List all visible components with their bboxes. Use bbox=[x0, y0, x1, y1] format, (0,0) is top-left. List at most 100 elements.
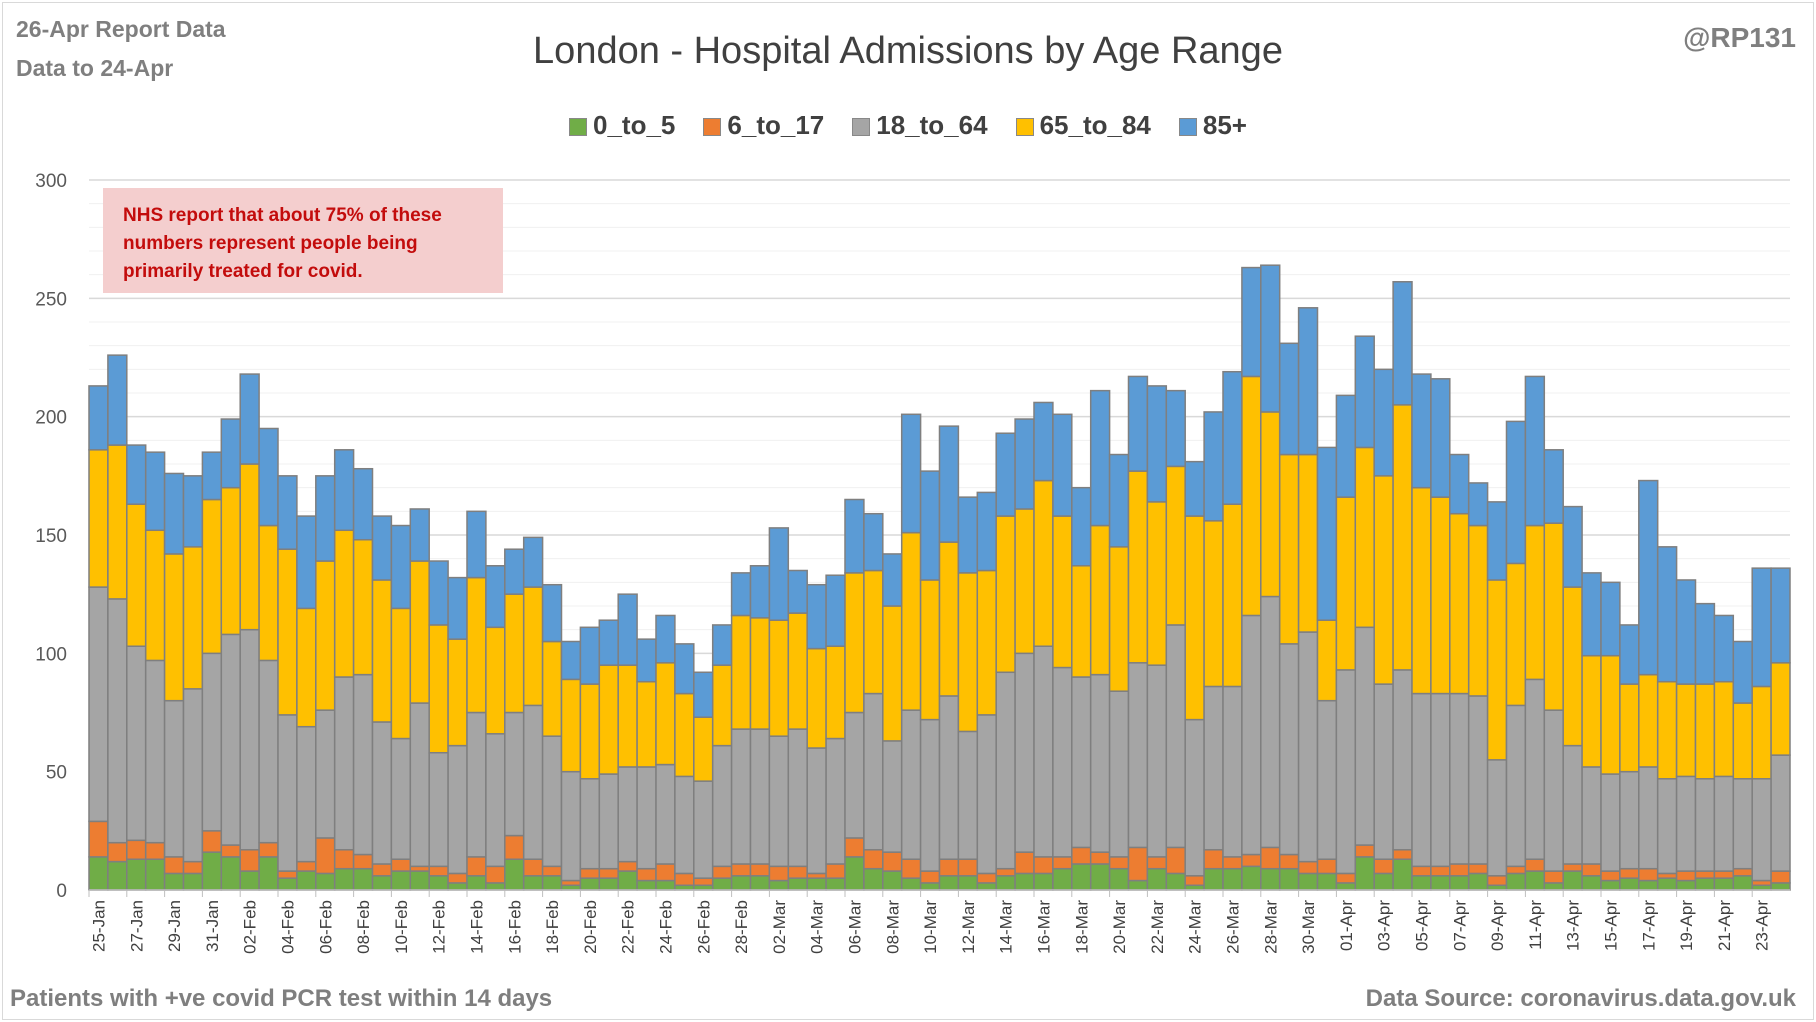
bar-65_to_84 bbox=[1335, 496, 1357, 671]
legend-item-18_to_64: 18_to_64 bbox=[852, 110, 988, 141]
bar-0_to_5 bbox=[333, 867, 355, 891]
bar-18_to_64 bbox=[1316, 699, 1338, 860]
x-tick-label: 18-Mar bbox=[1072, 900, 1091, 954]
bar-6_to_17 bbox=[1675, 870, 1697, 882]
bar-85+ bbox=[976, 491, 997, 572]
bar-85+ bbox=[1656, 546, 1678, 683]
bar-0_to_5 bbox=[1297, 872, 1319, 891]
report-date: 26-Apr Report Data bbox=[16, 16, 226, 42]
bar-0_to_5 bbox=[579, 877, 601, 891]
bar-65_to_84 bbox=[1656, 680, 1678, 780]
bar-0_to_5 bbox=[1241, 865, 1262, 891]
bar-65_to_84 bbox=[693, 716, 714, 782]
bar-65_to_84 bbox=[1146, 501, 1168, 666]
x-tick-label: 27-Jan bbox=[127, 900, 146, 952]
bar-18_to_64 bbox=[220, 633, 241, 846]
bar-6_to_17 bbox=[466, 856, 487, 877]
bar-6_to_17 bbox=[1316, 858, 1338, 875]
bar-6_to_17 bbox=[1505, 865, 1527, 875]
bar-6_to_17 bbox=[598, 867, 619, 879]
bar-0_to_5 bbox=[1600, 879, 1621, 891]
bar-0_to_5 bbox=[1373, 872, 1394, 891]
bar-65_to_84 bbox=[390, 607, 412, 740]
bar-65_to_84 bbox=[1222, 503, 1243, 688]
x-tick-label: 26-Mar bbox=[1223, 900, 1242, 954]
bar-85+ bbox=[1562, 505, 1583, 588]
bar-0_to_5 bbox=[504, 858, 525, 891]
bar-65_to_84 bbox=[1165, 465, 1186, 626]
legend-item-65_to_84: 65_to_84 bbox=[1015, 110, 1151, 141]
bar-0_to_5 bbox=[1656, 877, 1678, 891]
bar-18_to_64 bbox=[900, 709, 922, 860]
x-tick-label: 20-Feb bbox=[581, 900, 600, 954]
bar-18_to_64 bbox=[1354, 626, 1375, 846]
bar-18_to_64 bbox=[466, 711, 487, 858]
bar-65_to_84 bbox=[1071, 565, 1092, 678]
bar-18_to_64 bbox=[844, 711, 865, 839]
bar-6_to_17 bbox=[1089, 851, 1111, 865]
bar-65_to_84 bbox=[1108, 546, 1130, 692]
bar-0_to_5 bbox=[806, 877, 827, 891]
bar-6_to_17 bbox=[1713, 870, 1735, 879]
bar-18_to_64 bbox=[1732, 778, 1753, 870]
bar-18_to_64 bbox=[1014, 652, 1035, 853]
bar-85+ bbox=[504, 548, 525, 595]
bar-6_to_17 bbox=[163, 856, 185, 875]
bar-6_to_17 bbox=[201, 830, 223, 853]
bar-0_to_5 bbox=[1335, 882, 1357, 891]
bar-0_to_5 bbox=[957, 875, 979, 891]
bar-65_to_84 bbox=[1089, 524, 1111, 676]
bar-65_to_84 bbox=[1638, 673, 1659, 768]
bar-85+ bbox=[1638, 479, 1659, 676]
bar-6_to_17 bbox=[220, 844, 241, 858]
bar-18_to_64 bbox=[1505, 704, 1527, 868]
bar-18_to_64 bbox=[1751, 778, 1772, 882]
bar-18_to_64 bbox=[995, 671, 1016, 870]
bar-6_to_17 bbox=[371, 863, 393, 877]
bar-0_to_5 bbox=[1562, 870, 1583, 891]
bar-85+ bbox=[1770, 567, 1791, 664]
x-tick-label: 09-Apr bbox=[1488, 900, 1507, 951]
bar-18_to_64 bbox=[730, 728, 752, 865]
bar-65_to_84 bbox=[1694, 683, 1716, 780]
bar-65_to_84 bbox=[447, 638, 468, 747]
x-tick-label: 12-Feb bbox=[430, 900, 449, 954]
x-tick-label: 24-Feb bbox=[656, 900, 675, 954]
bar-85+ bbox=[296, 515, 317, 610]
bar-85+ bbox=[163, 472, 185, 555]
data-source: Data Source: coronavirus.data.gov.uk bbox=[1365, 985, 1796, 1012]
bar-18_to_64 bbox=[258, 659, 279, 844]
bar-18_to_64 bbox=[126, 645, 147, 842]
bar-0_to_5 bbox=[485, 882, 506, 891]
x-tick-label: 28-Mar bbox=[1261, 900, 1280, 954]
bar-6_to_17 bbox=[333, 849, 355, 870]
bar-18_to_64 bbox=[1297, 631, 1319, 863]
bar-18_to_64 bbox=[806, 747, 827, 875]
bar-65_to_84 bbox=[201, 498, 223, 655]
bar-65_to_84 bbox=[1297, 453, 1319, 633]
bar-18_to_64 bbox=[428, 751, 449, 868]
bar-6_to_17 bbox=[1770, 870, 1791, 884]
bar-6_to_17 bbox=[315, 837, 336, 875]
bar-0_to_5 bbox=[825, 877, 846, 891]
bar-85+ bbox=[711, 624, 733, 666]
bar-65_to_84 bbox=[1373, 475, 1394, 685]
bar-18_to_64 bbox=[1127, 662, 1149, 849]
bar-85+ bbox=[787, 569, 808, 614]
bar-0_to_5 bbox=[1619, 877, 1640, 891]
bar-65_to_84 bbox=[787, 612, 808, 730]
bar-18_to_64 bbox=[1203, 685, 1224, 851]
bar-18_to_64 bbox=[88, 586, 109, 823]
legend-swatch bbox=[569, 118, 588, 137]
bar-85+ bbox=[1486, 501, 1508, 581]
bar-65_to_84 bbox=[730, 614, 752, 730]
bar-0_to_5 bbox=[1524, 870, 1546, 891]
bar-0_to_5 bbox=[1467, 872, 1489, 891]
x-tick-label: 06-Mar bbox=[845, 900, 864, 954]
bar-85+ bbox=[1505, 420, 1527, 565]
bar-18_to_64 bbox=[1675, 775, 1697, 872]
bar-65_to_84 bbox=[1316, 619, 1338, 702]
bar-65_to_84 bbox=[163, 553, 185, 702]
bar-85+ bbox=[107, 354, 128, 446]
bar-0_to_5 bbox=[371, 875, 393, 891]
